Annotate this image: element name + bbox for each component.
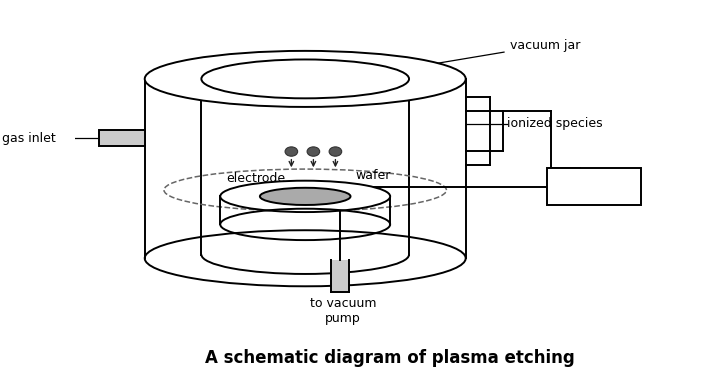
Text: electrode: electrode bbox=[227, 172, 286, 185]
Bar bbox=[99, 130, 145, 146]
Text: gas inlet: gas inlet bbox=[1, 131, 55, 145]
Text: to vacuum
pump: to vacuum pump bbox=[310, 298, 376, 325]
Ellipse shape bbox=[201, 60, 409, 98]
Ellipse shape bbox=[307, 147, 320, 156]
Text: vacuum jar: vacuum jar bbox=[380, 39, 580, 73]
Text: A schematic diagram of plasma etching: A schematic diagram of plasma etching bbox=[206, 349, 575, 367]
Bar bbox=[331, 260, 349, 292]
Ellipse shape bbox=[285, 147, 298, 156]
Text: ionized species: ionized species bbox=[507, 117, 602, 130]
Ellipse shape bbox=[260, 188, 350, 205]
Ellipse shape bbox=[220, 181, 390, 212]
Ellipse shape bbox=[329, 147, 342, 156]
Text: wafer: wafer bbox=[340, 169, 391, 195]
Ellipse shape bbox=[145, 51, 466, 107]
Text: high frequency
power source: high frequency power source bbox=[547, 171, 641, 202]
Bar bbox=[547, 168, 641, 205]
